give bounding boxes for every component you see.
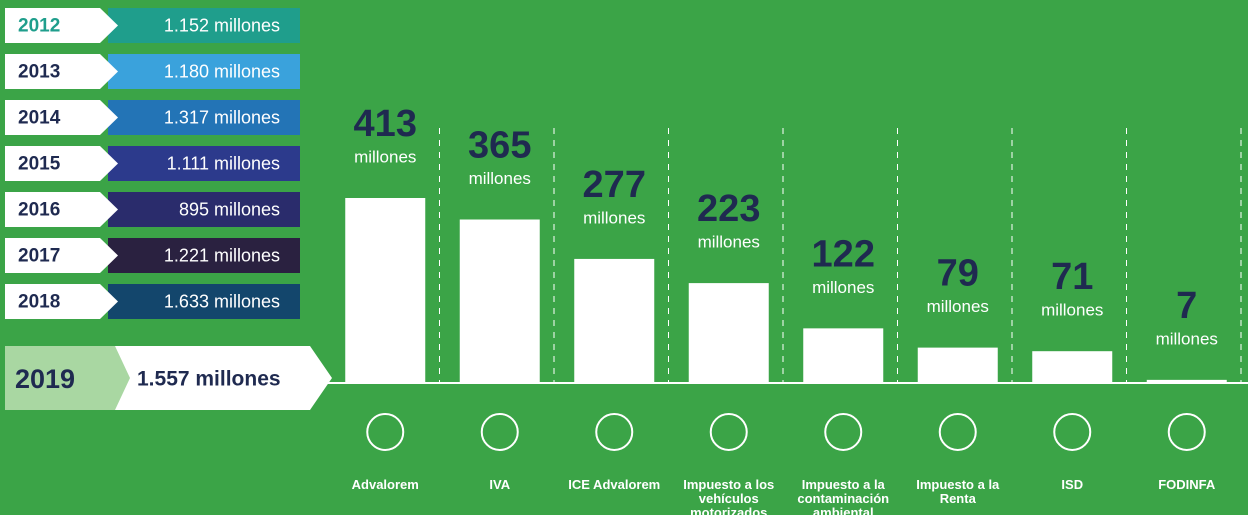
- bar: [345, 198, 426, 383]
- icon: [709, 413, 748, 451]
- year-value-box: [108, 284, 300, 319]
- icon: [595, 413, 634, 451]
- unit-label: millones: [583, 208, 645, 227]
- year-box: [5, 100, 118, 135]
- year: 2018: [18, 292, 60, 313]
- value-label: 79: [937, 253, 979, 295]
- icon: [1167, 413, 1206, 451]
- value-label: 277: [583, 164, 646, 206]
- year-box: [5, 8, 118, 43]
- current-year-box: [5, 346, 130, 410]
- year-value-box: [108, 238, 300, 273]
- value-label: 365: [468, 125, 531, 167]
- current-total: 1.557 millones: [137, 368, 281, 391]
- year-value-box: [108, 146, 300, 181]
- bar: [574, 258, 655, 383]
- unit-label: millones: [927, 297, 989, 316]
- unit-label: millones: [1156, 329, 1218, 348]
- year: 2016: [18, 200, 60, 221]
- year-total: 1.180 millones: [164, 61, 280, 81]
- unit-label: millones: [354, 147, 416, 166]
- year: 2015: [18, 154, 61, 175]
- value-label: 71: [1051, 256, 1093, 298]
- unit-label: millones: [812, 278, 874, 297]
- bar: [1146, 379, 1227, 383]
- category-label: Advalorem: [351, 477, 419, 492]
- value-label: 122: [812, 233, 875, 275]
- current-year: 2019: [15, 364, 75, 394]
- year: 2014: [18, 108, 61, 129]
- year-value-box: [108, 100, 300, 135]
- category-label: Impuesto a la contaminación ambiental: [797, 477, 890, 515]
- year-total: 1.221 millones: [164, 245, 280, 265]
- unit-label: millones: [698, 233, 760, 252]
- category-label: Impuesto a la Renta: [916, 477, 1000, 506]
- icon: [824, 413, 863, 451]
- icon: [938, 413, 977, 451]
- bar: [688, 283, 769, 383]
- category-label: IVA: [489, 477, 511, 492]
- year: 2017: [18, 246, 60, 267]
- year-box: [5, 54, 118, 89]
- year-total: 1.152 millones: [164, 15, 280, 35]
- year-total: 1.633 millones: [164, 291, 280, 311]
- unit-label: millones: [1041, 301, 1103, 320]
- value-label: 7: [1176, 285, 1197, 327]
- year-box: [5, 238, 118, 273]
- year-total: 1.111 millones: [167, 153, 280, 173]
- value-label: 223: [697, 188, 760, 230]
- year-box: [5, 192, 118, 227]
- year-value-box: [108, 8, 300, 43]
- year: 2013: [18, 62, 60, 83]
- bar: [917, 347, 998, 383]
- icon: [1053, 413, 1092, 451]
- category-label: ISD: [1061, 477, 1084, 492]
- current-total-box: [115, 346, 332, 410]
- icon: [480, 413, 519, 451]
- year-box: [5, 284, 118, 319]
- year-total: 895 millones: [179, 199, 280, 219]
- bar: [459, 219, 540, 383]
- year-value-box: [108, 54, 300, 89]
- year-box: [5, 146, 118, 181]
- year-total: 1.317 millones: [164, 107, 280, 127]
- icon: [366, 413, 405, 451]
- bar: [803, 328, 884, 383]
- category-label: Impuesto a los vehículos motorizados: [683, 477, 775, 515]
- category-label: ICE Advalorem: [568, 477, 661, 492]
- bar: [1032, 351, 1113, 383]
- value-label: 413: [354, 103, 417, 145]
- year: 2012: [18, 16, 60, 37]
- category-label: FODINFA: [1158, 477, 1216, 492]
- year-value-box: [108, 192, 300, 227]
- unit-label: millones: [469, 169, 531, 188]
